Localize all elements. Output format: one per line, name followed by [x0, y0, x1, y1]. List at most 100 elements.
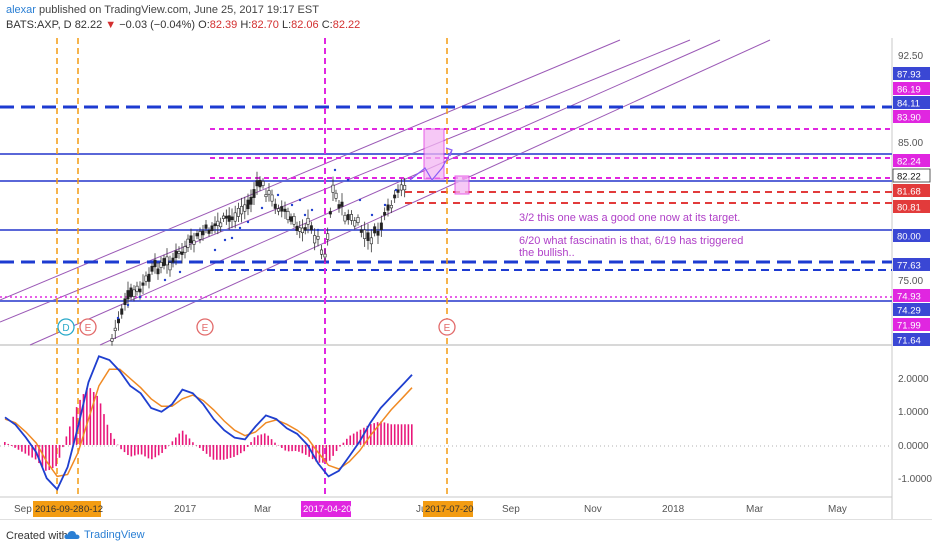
- earnings-marker-3[interactable]: [438, 318, 456, 336]
- macd-hist-bar: [198, 444, 201, 449]
- price-label-bg: [893, 229, 930, 242]
- candle-body: [165, 256, 169, 266]
- sar-dot: [276, 193, 280, 197]
- macd-hist-bar: [127, 444, 129, 456]
- earnings-marker-2[interactable]: [196, 318, 214, 336]
- candle-body: [180, 251, 184, 255]
- vertical-markers[interactable]: [56, 38, 448, 497]
- candle-body: [286, 211, 290, 221]
- candle-body: [393, 194, 397, 199]
- macd-hist-bar: [181, 430, 184, 445]
- dividend-marker[interactable]: [57, 318, 75, 336]
- macd-hist-bar: [65, 436, 68, 445]
- candle-body: [283, 208, 287, 212]
- channel-line-1[interactable]: [0, 39, 621, 301]
- macd-hist-bar: [407, 424, 410, 445]
- macd-hist-bar: [99, 403, 102, 445]
- candle-body: [289, 216, 293, 222]
- candle-body: [349, 214, 353, 221]
- candle-body: [189, 235, 193, 244]
- horizontal-levels[interactable]: [0, 105, 892, 302]
- candle-body: [331, 184, 335, 193]
- macd-hist-bar: [164, 444, 167, 450]
- macd-hist-bar: [393, 424, 396, 445]
- candle-body: [399, 184, 403, 191]
- event-markers[interactable]: D E E E: [57, 318, 456, 336]
- sar-dot: [138, 295, 142, 299]
- macd-hist-bar: [48, 444, 51, 471]
- earnings-marker-2-label: E: [202, 323, 209, 334]
- candle-body: [383, 212, 387, 216]
- time-highlight-0-12: 0-12: [84, 504, 103, 515]
- last-price: 82.22: [74, 19, 103, 31]
- price-label-bg: [893, 67, 930, 80]
- candle-body: [150, 265, 154, 272]
- channel-line-3[interactable]: [29, 39, 721, 346]
- target-box-upper[interactable]: [423, 128, 445, 180]
- candle-body: [135, 285, 139, 292]
- close-label: C:: [321, 19, 333, 31]
- candle-body: [309, 225, 313, 231]
- macd-hist-bar: [123, 444, 126, 453]
- macd-signal-line[interactable]: [4, 368, 413, 478]
- macd-hist-bar: [116, 444, 119, 446]
- macd-hist-bar: [45, 444, 47, 471]
- macd-hist-bar: [328, 444, 331, 461]
- macd-hist-bar: [58, 444, 61, 458]
- candle-body: [396, 189, 400, 193]
- price-tick-75-00: 75.00: [898, 276, 923, 287]
- candle-body: [246, 199, 250, 210]
- sar-dot: [246, 220, 250, 224]
- time-highlight-0-12-bg: [83, 501, 101, 517]
- price-candles[interactable]: [110, 171, 407, 346]
- chart-canvas[interactable]: D E E E 3/2 this one was a good one now …: [0, 0, 932, 519]
- macd-hist-bar: [130, 444, 133, 457]
- macd-hist-bar: [308, 444, 310, 457]
- macd-line[interactable]: [4, 355, 413, 491]
- target-box-lower[interactable]: [454, 175, 470, 195]
- candle-body: [261, 181, 265, 186]
- candle-body: [270, 194, 274, 202]
- projection-path[interactable]: [409, 147, 453, 182]
- macd-hist-bar: [202, 444, 204, 451]
- macd-pane[interactable]: 2.0000 1.0000 0.0000 -1.0000: [0, 355, 932, 491]
- earnings-marker-3-label: E: [444, 323, 451, 334]
- macd-hist-bar: [7, 443, 10, 445]
- sar-dot: [346, 178, 350, 182]
- candle-body: [227, 215, 231, 222]
- author-link[interactable]: alexar: [6, 4, 36, 16]
- candle-body: [147, 273, 151, 282]
- macd-hist-bar: [404, 424, 406, 445]
- macd-tick-1: 1.0000: [898, 407, 929, 418]
- price-label: 71.64: [897, 336, 921, 347]
- sar-dot: [298, 198, 302, 202]
- price-tick-85-00: 85.00: [898, 138, 923, 149]
- tradingview-logo[interactable]: TradingView: [64, 529, 145, 541]
- price-label: 71.99: [897, 321, 921, 332]
- tradingview-brand[interactable]: TradingView: [84, 529, 145, 541]
- candle-body: [298, 227, 302, 232]
- trend-channel[interactable]: [0, 39, 771, 346]
- candle-body: [213, 223, 217, 227]
- time-axis[interactable]: Sep 2017 Mar Jul Sep Nov 2018 Mar May 20…: [14, 501, 847, 517]
- candle-body: [198, 231, 202, 240]
- publish-info: published on TradingView.com, June 25, 2…: [39, 4, 319, 16]
- earnings-marker-1[interactable]: [79, 318, 97, 336]
- price-axis[interactable]: 92.50 85.00 75.00 87.93 86.19 84.11 83.90 82…: [892, 51, 931, 347]
- annotation-note-2b[interactable]: the bullish..: [519, 247, 575, 259]
- price-label-bg: [893, 289, 930, 302]
- candle-body: [144, 275, 148, 282]
- macd-hist-bar: [31, 444, 33, 458]
- candle-body: [204, 224, 208, 229]
- macd-hist-bar: [226, 444, 228, 459]
- macd-hist-bar: [154, 444, 157, 458]
- candle-body: [386, 204, 390, 211]
- macd-hist-bar: [72, 416, 75, 445]
- macd-hist-bar: [322, 444, 324, 463]
- macd-hist-bar: [151, 444, 153, 460]
- annotation-note-2a[interactable]: 6/20 what fascinatin is that, 6/19 has t…: [519, 235, 743, 247]
- candle-body: [192, 240, 196, 245]
- annotation-note-1[interactable]: 3/2 this one was a good one now at its t…: [519, 212, 740, 224]
- symbol-header: BATS:AXP, D 82.22 ▼ −0.03 (−0.04%) O:82.…: [6, 19, 360, 31]
- macd-hist-bar: [352, 433, 355, 445]
